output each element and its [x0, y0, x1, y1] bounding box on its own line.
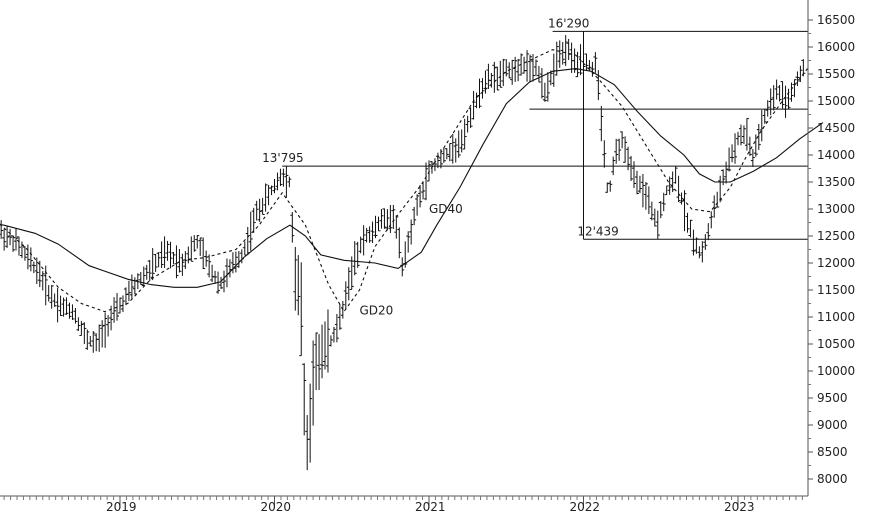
- price-bars: [0, 35, 806, 471]
- y-tick-label: 11500: [817, 283, 855, 297]
- horizontal-levels: [282, 30, 808, 240]
- y-tick-label: 14000: [817, 148, 855, 162]
- y-tick-label: 16000: [817, 40, 855, 54]
- x-tick-label: 2020: [261, 500, 292, 514]
- x-tick-label: 2023: [724, 500, 755, 514]
- y-tick-label: 12500: [817, 229, 855, 243]
- gd40-line: [0, 68, 824, 288]
- y-tick-label: 9500: [817, 391, 848, 405]
- y-tick-label: 10000: [817, 364, 855, 378]
- y-tick-label: 9000: [817, 418, 848, 432]
- y-tick-label: 14500: [817, 121, 855, 135]
- annotation-label: 13'795: [262, 151, 303, 165]
- annotation-label: 12'439: [577, 224, 618, 238]
- y-tick-label: 13000: [817, 202, 855, 216]
- annotation-label: GD40: [429, 202, 463, 216]
- y-tick-label: 8000: [817, 472, 848, 486]
- y-tick-label: 15500: [817, 67, 855, 81]
- y-tick-label: 8500: [817, 445, 848, 459]
- x-tick-label: 2021: [415, 500, 446, 514]
- chart-annotations: 16'290 13'795 12'439 GD40 GD20: [262, 16, 619, 317]
- y-tick-label: 12000: [817, 256, 855, 270]
- y-tick-label: 16500: [817, 13, 855, 27]
- annotation-label: 16'290: [548, 16, 589, 30]
- gd20-line: [0, 49, 808, 313]
- moving-average-lines: [0, 49, 824, 313]
- y-tick-label: 13500: [817, 175, 855, 189]
- y-tick-label: 15000: [817, 94, 855, 108]
- x-tick-label: 2019: [106, 500, 137, 514]
- x-tick-label: 2022: [570, 500, 601, 514]
- annotation-label: GD20: [359, 304, 393, 318]
- y-tick-label: 11000: [817, 310, 855, 324]
- y-tick-label: 10500: [817, 337, 855, 351]
- axes: 8000 8500 9000 9500 10000 10500 11000 11500 1200…: [0, 0, 855, 514]
